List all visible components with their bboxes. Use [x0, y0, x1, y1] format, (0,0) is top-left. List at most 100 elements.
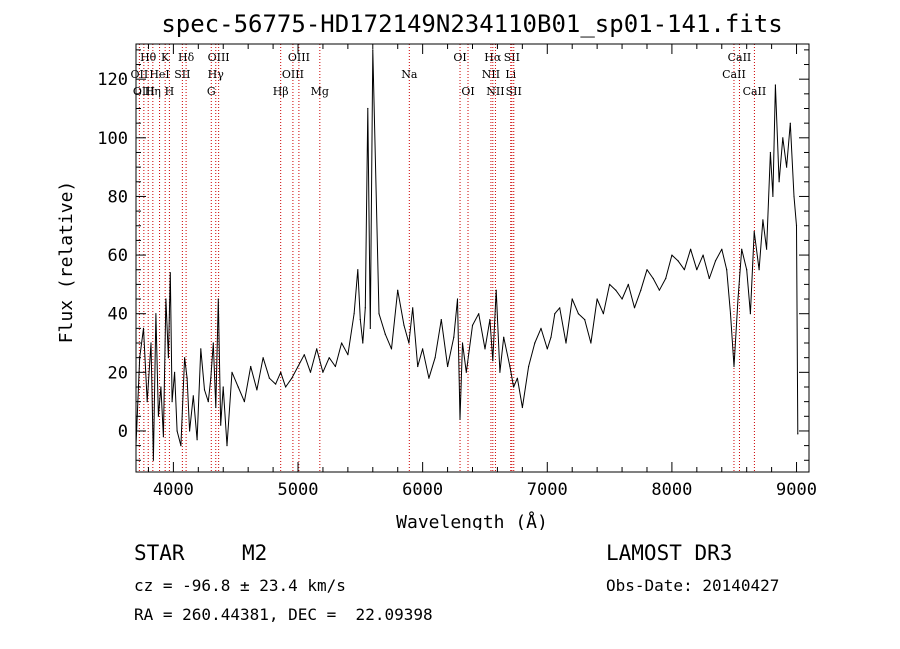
flux-point	[362, 342, 364, 344]
flux-point	[528, 365, 530, 368]
flux-point	[590, 342, 592, 344]
object-class: STAR	[134, 541, 185, 565]
flux-point	[150, 342, 152, 344]
flux-point	[210, 377, 212, 379]
obs-date: Obs-Date: 20140427	[606, 576, 780, 595]
flux-point	[390, 348, 393, 350]
flux-point	[359, 319, 361, 321]
y-tick-label: 0	[118, 422, 128, 442]
flux-point	[665, 277, 667, 280]
flux-point	[571, 298, 573, 300]
flux-point	[513, 386, 515, 388]
flux-point	[262, 357, 264, 359]
flux-point	[428, 377, 430, 379]
flux-point	[671, 254, 673, 256]
flux-point	[753, 231, 755, 233]
x-axis-label: Wavelength (Å)	[396, 511, 548, 530]
flux-point	[316, 348, 318, 350]
line-marker-label: K	[161, 51, 170, 64]
flux-point	[347, 354, 349, 356]
flux-point	[184, 357, 186, 359]
x-axis: 4000 5000 6000 7000 8000 9000	[147, 44, 817, 500]
flux-point	[200, 348, 202, 350]
flux-point	[207, 401, 209, 403]
flux-point	[516, 377, 519, 379]
flux-point	[772, 195, 774, 197]
flux-point	[250, 365, 252, 368]
line-marker-label: OIII	[282, 68, 304, 81]
flux-point	[782, 137, 784, 139]
flux-point	[509, 365, 511, 368]
flux-point	[503, 336, 505, 338]
flux-point	[180, 445, 182, 447]
flux-point	[169, 272, 171, 274]
flux-point	[268, 377, 270, 379]
flux-point	[609, 283, 611, 285]
flux-point	[577, 313, 580, 315]
flux-point	[369, 327, 371, 329]
flux-point	[357, 269, 359, 271]
spectrum-series	[135, 49, 799, 461]
flux-point	[615, 289, 617, 291]
flux-point	[162, 436, 164, 438]
flux-point	[403, 324, 405, 326]
flux-point	[596, 298, 598, 300]
flux-point	[237, 386, 239, 388]
line-marker-label: SII	[174, 68, 190, 81]
coordinates: RA = 260.44381, DEC = 22.09398	[134, 605, 433, 624]
flux-point	[372, 49, 374, 51]
flux-point	[176, 430, 178, 432]
flux-point	[769, 151, 772, 154]
y-tick-label: 60	[108, 246, 128, 266]
flux-point	[726, 269, 728, 271]
flux-point	[408, 342, 410, 344]
line-marker-label: Hα	[484, 51, 502, 64]
flux-point	[155, 313, 157, 315]
flux-point	[203, 389, 206, 391]
y-tick-label: 20	[108, 363, 128, 383]
flux-point	[696, 269, 698, 271]
flux-point	[275, 383, 277, 385]
flux-point	[157, 415, 159, 417]
flux-point	[646, 269, 648, 271]
flux-point	[192, 395, 194, 397]
flux-point	[640, 289, 642, 291]
y-axis: 0 20 40 60 80 100 120	[97, 49, 809, 461]
flux-point	[627, 283, 629, 285]
flux-point	[478, 313, 480, 315]
flux-point	[212, 342, 214, 344]
line-marker-label: OIII	[133, 85, 155, 98]
line-marker-label: Hβ	[273, 85, 289, 98]
flux-point	[749, 313, 752, 315]
line-marker-label: Hδ	[178, 51, 195, 64]
flux-point	[353, 313, 355, 315]
flux-point	[758, 269, 760, 271]
flux-point	[146, 401, 148, 403]
flux-point	[559, 307, 561, 309]
flux-point	[786, 166, 788, 168]
line-marker-label: H	[165, 85, 175, 98]
flux-point	[243, 401, 245, 403]
flux-point	[465, 371, 467, 373]
line-marker-label: Li	[505, 68, 516, 81]
flux-point	[708, 277, 710, 280]
flux-point	[367, 107, 369, 110]
flux-point	[677, 260, 679, 262]
flux-point	[621, 298, 623, 300]
flux-point	[220, 424, 222, 426]
flux-point	[256, 389, 258, 391]
flux-point	[291, 377, 293, 379]
flux-point	[702, 254, 704, 256]
flux-point	[565, 342, 567, 344]
flux-point	[397, 289, 399, 291]
survey-name: LAMOST DR3	[606, 541, 733, 565]
spectrum-chart: spec-56775-HD172149N234110B01_sp01-141.f…	[56, 10, 817, 530]
flux-point	[534, 342, 536, 344]
flux-point	[793, 195, 795, 197]
line-marker-label: NII	[482, 68, 500, 81]
line-marker-label: OIII	[208, 51, 230, 64]
line-marker-label: OIII	[288, 51, 310, 64]
flux-point	[341, 342, 343, 344]
flux-point	[484, 348, 486, 350]
